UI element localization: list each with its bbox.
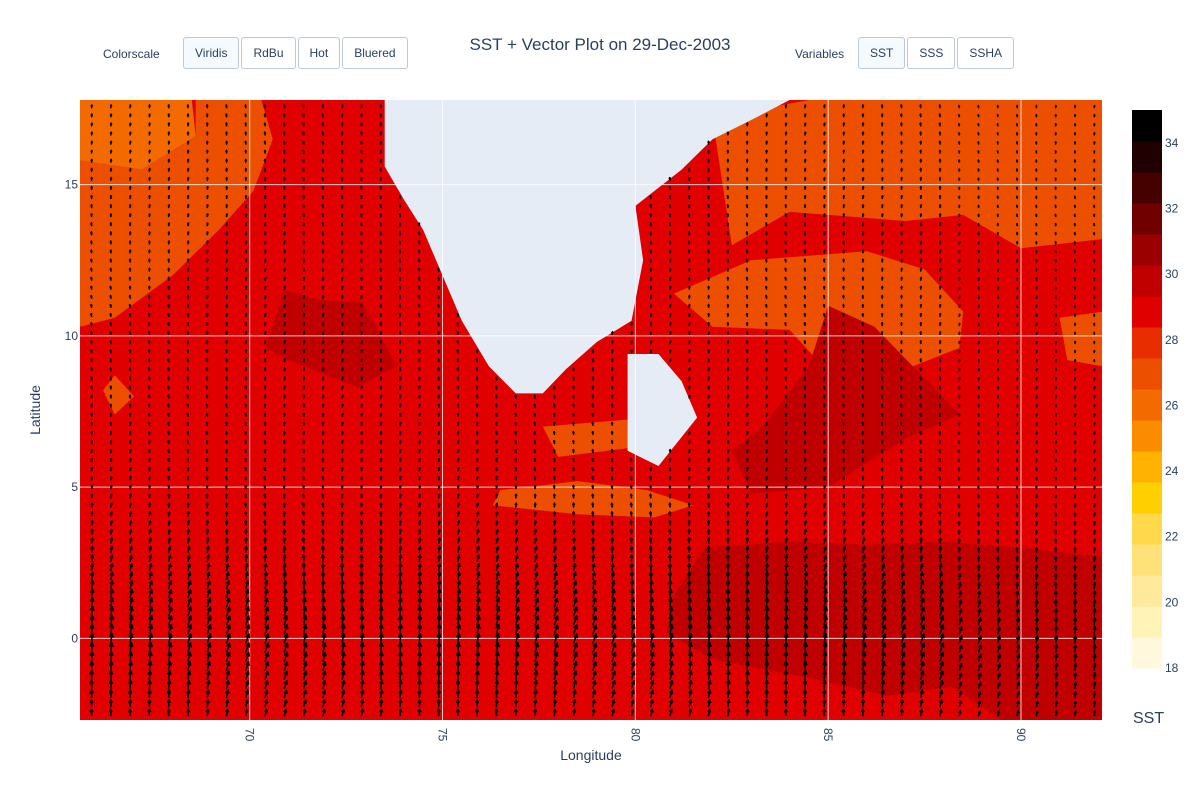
y-tick-label-5: 5 — [71, 480, 78, 494]
colorbar-tick-label-24: 24 — [1165, 464, 1179, 478]
colorbar-band-9 — [1132, 358, 1162, 390]
colorbar-tick-label-34: 34 — [1165, 136, 1179, 150]
colorbar-band-0 — [1132, 637, 1162, 669]
colorbar-band-8 — [1132, 389, 1162, 421]
axes: 70 75 80 85 90 0 5 10 15 — [65, 178, 1028, 742]
colorbar-tick-label-26: 26 — [1165, 398, 1179, 412]
colorbar-band-13 — [1132, 234, 1162, 266]
colorbar-title: SST — [1133, 710, 1164, 727]
colorbar-band-6 — [1132, 451, 1162, 483]
plot-area[interactable] — [80, 100, 1102, 720]
sst-region-5 — [542, 417, 651, 457]
colorbar-tick-label-32: 32 — [1165, 201, 1179, 215]
sst-region-9 — [731, 305, 960, 494]
sst-region-8 — [265, 290, 397, 388]
vector-arrows — [89, 104, 1097, 717]
y-tick-label-15: 15 — [65, 178, 79, 192]
sst-region-1 — [80, 100, 273, 327]
variables-label: Variables — [795, 47, 845, 61]
colorbar-band-16 — [1132, 141, 1162, 173]
land-sri-lanka — [627, 354, 698, 466]
colorbar-band-1 — [1132, 606, 1162, 638]
colorscale-button-group: Viridis RdBu Hot Bluered — [183, 37, 408, 69]
colorbar-band-7 — [1132, 420, 1162, 452]
x-tick-label-80: 80 — [628, 728, 642, 742]
colorbar-tick-label-18: 18 — [1165, 661, 1179, 675]
colorbar-band-15 — [1132, 172, 1162, 204]
colorbar-band-14 — [1132, 203, 1162, 235]
colorbar-band-11 — [1132, 296, 1162, 328]
x-tick-label-70: 70 — [243, 728, 257, 742]
sst-region-10 — [666, 541, 1102, 720]
colorbar-tick-label-20: 20 — [1165, 595, 1179, 609]
colorbar-band-5 — [1132, 482, 1162, 514]
sst-region-7 — [1059, 311, 1102, 367]
x-tick-label-90: 90 — [1014, 728, 1028, 742]
colorbar-band-3 — [1132, 544, 1162, 576]
colorscale-bluered-button[interactable]: Bluered — [342, 37, 408, 69]
colorbar-band-4 — [1132, 513, 1162, 545]
sst-region-4 — [492, 481, 694, 518]
colorscale-label: Colorscale — [103, 47, 160, 61]
colorscale-rdbu-button[interactable]: RdBu — [241, 37, 296, 69]
variable-ssha-button[interactable]: SSHA — [957, 37, 1015, 69]
sst-region-2 — [712, 100, 1102, 249]
variable-sss-button[interactable]: SSS — [907, 37, 956, 69]
vector-field — [89, 104, 1097, 717]
colorbar-band-2 — [1132, 575, 1162, 607]
colorbar: 18 20 22 24 26 28 30 32 34 — [1132, 110, 1179, 675]
colorscale-hot-button[interactable]: Hot — [297, 37, 341, 69]
x-tick-label-85: 85 — [821, 728, 835, 742]
colorbar-band-12 — [1132, 265, 1162, 297]
variables-button-group: SST SSS SSHA — [858, 37, 1015, 69]
colorbar-tick-label-28: 28 — [1165, 333, 1179, 347]
x-axis-title: Longitude — [560, 747, 622, 763]
variable-sst-button[interactable]: SST — [858, 37, 906, 69]
sst-region-0 — [80, 100, 196, 170]
colorscale-viridis-button[interactable]: Viridis — [183, 37, 240, 69]
x-tick-label-75: 75 — [436, 728, 450, 742]
land-india — [384, 100, 790, 394]
colorbar-tick-label-22: 22 — [1165, 530, 1179, 544]
y-tick-label-10: 10 — [65, 329, 79, 343]
y-tick-label-0: 0 — [71, 631, 78, 645]
y-axis-title: Latitude — [27, 385, 43, 435]
colorbar-tick-label-30: 30 — [1165, 267, 1179, 281]
colorbar-band-17 — [1132, 110, 1162, 142]
colorbar-band-10 — [1132, 327, 1162, 359]
sst-region-3 — [673, 251, 964, 373]
chart-title: SST + Vector Plot on 29-Dec-2003 — [469, 35, 731, 54]
